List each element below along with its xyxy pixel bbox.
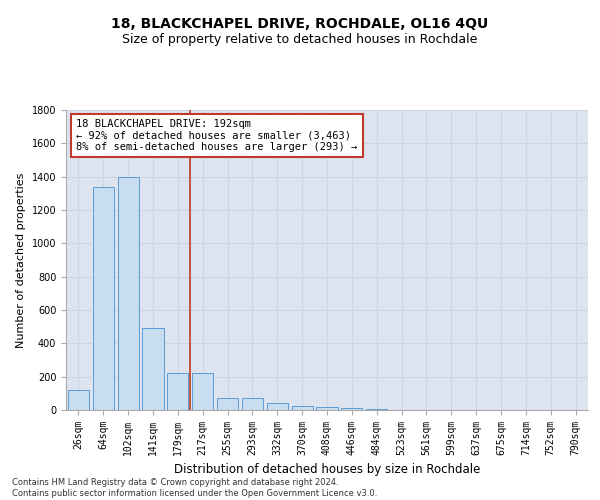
Text: Contains HM Land Registry data © Crown copyright and database right 2024.
Contai: Contains HM Land Registry data © Crown c…: [12, 478, 377, 498]
Text: 18 BLACKCHAPEL DRIVE: 192sqm
← 92% of detached houses are smaller (3,463)
8% of : 18 BLACKCHAPEL DRIVE: 192sqm ← 92% of de…: [76, 119, 358, 152]
Text: 18, BLACKCHAPEL DRIVE, ROCHDALE, OL16 4QU: 18, BLACKCHAPEL DRIVE, ROCHDALE, OL16 4Q…: [112, 18, 488, 32]
Bar: [267, 404, 288, 410]
Y-axis label: Number of detached properties: Number of detached properties: [16, 172, 26, 348]
Bar: [366, 409, 387, 410]
Bar: [142, 328, 164, 410]
Bar: [192, 374, 213, 410]
Text: Size of property relative to detached houses in Rochdale: Size of property relative to detached ho…: [122, 32, 478, 46]
X-axis label: Distribution of detached houses by size in Rochdale: Distribution of detached houses by size …: [174, 464, 480, 476]
Bar: [217, 398, 238, 410]
Bar: [118, 176, 139, 410]
Bar: [93, 186, 114, 410]
Bar: [341, 408, 362, 410]
Bar: [242, 398, 263, 410]
Bar: [292, 406, 313, 410]
Bar: [167, 374, 188, 410]
Bar: [316, 406, 338, 410]
Bar: [68, 390, 89, 410]
